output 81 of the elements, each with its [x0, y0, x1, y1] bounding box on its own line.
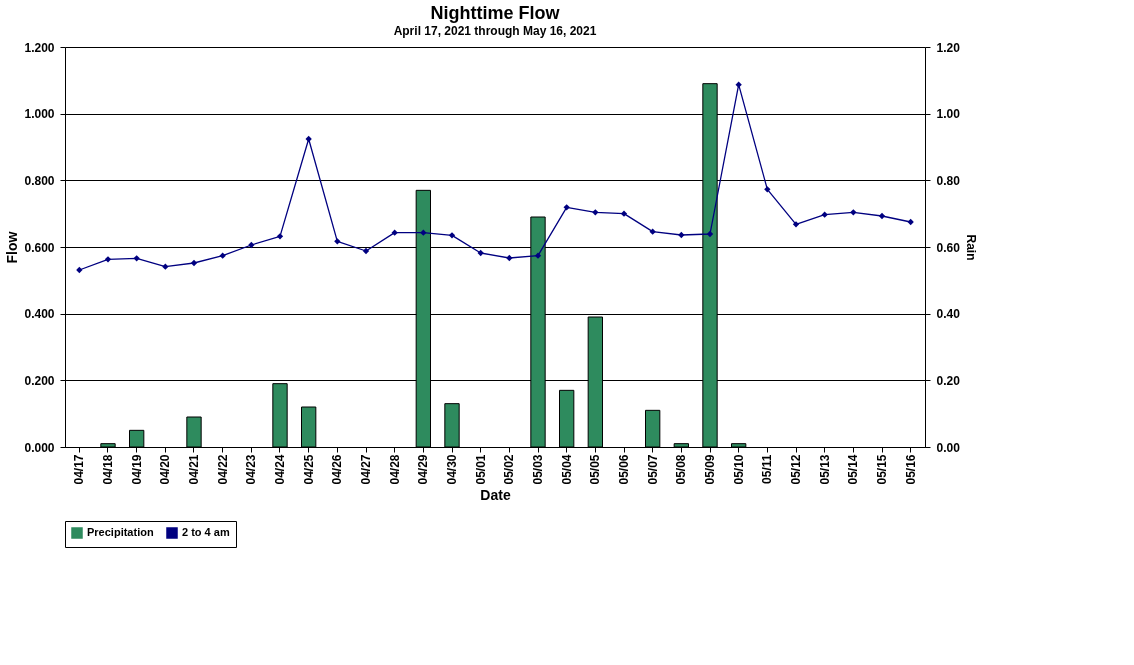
y-tick-label: 1.200 [24, 40, 55, 55]
x-tick-label: 05/16 [903, 454, 918, 485]
point [678, 231, 685, 239]
x-tick-label: 05/01 [473, 454, 488, 485]
point [506, 254, 513, 262]
point [362, 247, 370, 255]
x-tick-label: 04/21 [187, 454, 201, 485]
point [706, 230, 714, 238]
point [850, 209, 857, 216]
y-axis-title: Flow [4, 231, 21, 264]
y2-tick-label: 0.20 [936, 373, 961, 388]
y2-tick-label: 1.00 [936, 107, 961, 122]
y-tick-label: 0.400 [24, 307, 55, 322]
y2-tick-label: 0.00 [936, 440, 961, 455]
point [592, 209, 599, 216]
y-tick-label: 1.000 [24, 107, 55, 122]
y-tick-label: 0.800 [24, 173, 55, 188]
point [133, 255, 140, 262]
point [563, 204, 570, 211]
x-tick-label: 04/29 [416, 454, 431, 485]
point [764, 186, 771, 193]
x-tick-label: 05/11 [760, 454, 775, 484]
point [162, 263, 169, 270]
x-axis-title: Date [480, 486, 511, 503]
point [190, 259, 198, 267]
x-tick-label: 04/19 [129, 454, 144, 485]
point [907, 218, 914, 226]
x-tick-label: 04/23 [244, 454, 259, 485]
point [735, 81, 742, 88]
x-tick-label: 05/05 [588, 454, 603, 485]
point [821, 211, 828, 218]
point [248, 241, 255, 249]
x-tick-label: 05/07 [645, 454, 660, 485]
x-tick-label: 04/22 [215, 454, 230, 485]
y2-tick-label: 1.20 [936, 40, 961, 55]
point [276, 233, 284, 240]
point [420, 229, 427, 236]
chart-subtitle: April 17, 2021 through May 16, 2021 [393, 24, 597, 38]
x-tick-label: 05/03 [531, 454, 545, 485]
point [104, 256, 112, 263]
legend-label: Precipitation [87, 526, 154, 538]
x-tick-label: 05/02 [502, 454, 517, 485]
x-tick-label: 04/28 [387, 454, 402, 485]
y-tick-label: 0.000 [24, 440, 55, 455]
x-tick-label: 04/17 [72, 454, 87, 485]
x-tick-label: 05/13 [817, 454, 832, 485]
point [534, 252, 542, 259]
point [391, 229, 398, 236]
x-tick-label: 05/06 [617, 454, 631, 485]
x-tick-label: 04/26 [330, 454, 345, 485]
y2-tick-label: 0.60 [936, 240, 961, 255]
x-tick-label: 05/04 [559, 454, 574, 485]
x-tick-label: 04/24 [273, 454, 287, 485]
y-tick-label: 0.600 [24, 240, 55, 255]
y2-tick-label: 0.80 [936, 173, 961, 188]
point [792, 221, 800, 228]
x-tick-label: 04/18 [101, 454, 115, 485]
x-tick-label: 05/08 [674, 454, 689, 485]
chart-title: Nighttime Flow [430, 3, 561, 23]
x-tick-label: 04/30 [445, 454, 459, 485]
x-tick-label: 05/15 [875, 454, 889, 485]
point [620, 210, 628, 217]
point [219, 252, 226, 259]
x-tick-label: 04/20 [158, 454, 173, 485]
x-tick-label: 05/14 [846, 454, 861, 485]
x-tick-label: 04/25 [301, 454, 316, 485]
x-tick-label: 04/27 [359, 454, 373, 485]
y-tick-label: 0.200 [24, 373, 55, 388]
y2-axis-title: Rain [963, 234, 978, 261]
y2-tick-label: 0.40 [936, 307, 961, 322]
point [305, 135, 312, 143]
point [448, 232, 456, 239]
point [878, 212, 886, 220]
x-tick-label: 05/12 [789, 454, 803, 485]
x-tick-label: 05/10 [731, 454, 746, 485]
x-tick-label: 05/09 [703, 454, 717, 485]
legend-label: 2 to 4 am [182, 526, 230, 538]
point [334, 238, 341, 245]
point [76, 266, 83, 274]
point [649, 228, 656, 235]
point [477, 249, 484, 257]
